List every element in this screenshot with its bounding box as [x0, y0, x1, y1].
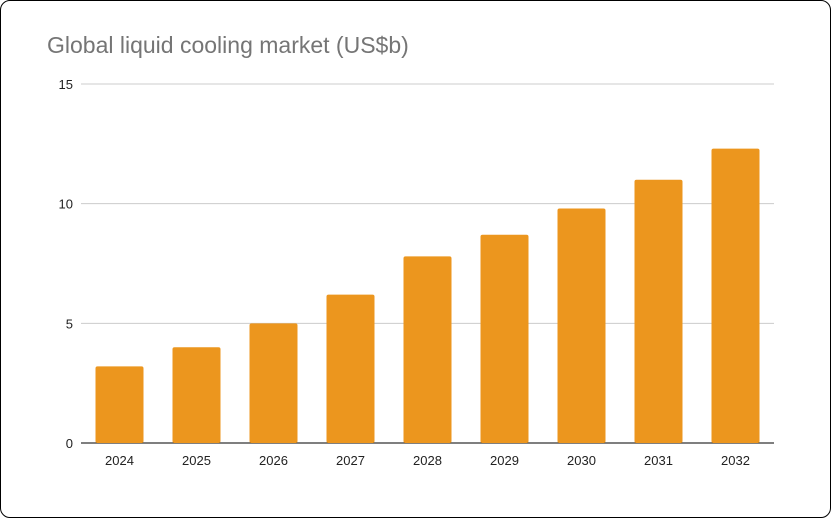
bar-2029 [480, 234, 529, 443]
bar-2028 [403, 256, 452, 443]
x-tick-label: 2025 [182, 453, 211, 468]
bar-2032 [711, 148, 760, 443]
x-tick-label: 2028 [413, 453, 442, 468]
y-tick-label: 0 [66, 436, 73, 451]
bars [95, 148, 760, 443]
bar-2024 [95, 366, 144, 443]
bar-2026 [249, 323, 298, 443]
x-tick-label: 2031 [644, 453, 673, 468]
bar-2031 [634, 179, 683, 443]
y-tick-label: 5 [66, 316, 73, 331]
bar-2027 [326, 294, 375, 443]
x-tick-label: 2032 [721, 453, 750, 468]
y-tick-label: 15 [59, 77, 73, 92]
y-tick-label: 10 [59, 197, 73, 212]
x-tick-label: 2027 [336, 453, 365, 468]
x-tick-label: 2030 [567, 453, 596, 468]
x-tick-label: 2026 [259, 453, 288, 468]
x-tick-label: 2024 [105, 453, 134, 468]
bar-2030 [557, 208, 606, 443]
bar-2025 [172, 347, 221, 443]
chart-title: Global liquid cooling market (US$b) [47, 32, 409, 58]
x-tick-labels: 2024 2025 2026 2027 2028 2029 2030 2031 2032 [105, 453, 750, 468]
x-tick-label: 2029 [490, 453, 519, 468]
y-tick-labels: 0 5 10 15 [59, 77, 73, 451]
